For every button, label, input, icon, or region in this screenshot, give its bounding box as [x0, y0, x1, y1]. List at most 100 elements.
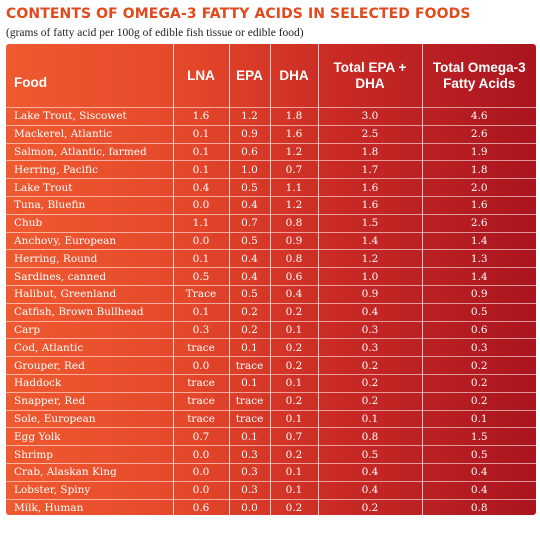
- cell-total-epa-dha: 0.2: [317, 498, 422, 517]
- cell-total-omega3: 0.5: [421, 445, 536, 464]
- cell-lna: 0.3: [172, 320, 229, 339]
- cell-dha: 0.0: [269, 516, 318, 535]
- cell-lna: 0.1: [172, 142, 229, 161]
- table-header: Food LNA EPA DHA Total EPA + DHA Total O…: [6, 44, 536, 108]
- cell-dha: 0.1: [269, 462, 318, 482]
- cell-total-omega3: 1.3: [421, 249, 536, 268]
- cell-total-omega3: 1.9: [421, 142, 536, 161]
- cell-total-omega3: 0.5: [421, 302, 536, 322]
- cell-total-epa-dha: 1.7: [317, 160, 422, 179]
- cell-dha: 1.2: [269, 195, 318, 215]
- cell-food: Chub: [6, 213, 173, 233]
- cell-food: Snapper, Red: [6, 391, 173, 411]
- cell-food: Mackerel, Atlantic: [6, 124, 173, 144]
- cell-epa: 0.4: [228, 195, 270, 215]
- table-row: Sole, European trace trace 0.1 0.1 0.1: [6, 409, 536, 428]
- table-row: Tuna, Bluefin 0.0 0.4 1.2 1.6 1.6: [6, 195, 536, 215]
- cell-lna: 0.7: [172, 427, 229, 446]
- cell-lna: 0.0: [172, 356, 229, 375]
- cell-food: Haddock: [6, 373, 173, 393]
- cell-dha: 0.2: [269, 498, 318, 517]
- cell-dha: 0.9: [269, 231, 318, 250]
- table-row: Egg Yolk 0.7 0.1 0.7 0.8 1.5: [6, 427, 536, 446]
- table-row: Shrimp 0.0 0.3 0.2 0.5 0.5: [6, 445, 536, 464]
- cell-food: Walnut: [6, 516, 173, 535]
- table-row: Haddock trace 0.1 0.1 0.2 0.2: [6, 373, 536, 393]
- cell-total-epa-dha: 1.6: [317, 178, 422, 197]
- table-row: Grouper, Red 0.0 trace 0.2 0.2 0.2: [6, 356, 536, 375]
- table-row: Herring, Pacific 0.1 1.0 0.7 1.7 1.8: [6, 160, 536, 179]
- cell-dha: 0.2: [269, 356, 318, 375]
- cell-epa: 0.0: [228, 498, 270, 517]
- cell-lna: 1.1: [172, 213, 229, 233]
- cell-total-omega3: 1.4: [421, 231, 536, 250]
- cell-lna: 0.0: [172, 462, 229, 482]
- cell-total-omega3: 0.4: [421, 480, 536, 500]
- cell-lna: 0.0: [172, 445, 229, 464]
- table-body: Lake Trout, Siscowet 1.6 1.2 1.8 3.0 4.6 Macke…: [6, 107, 536, 552]
- cell-total-epa-dha: 0.9: [317, 284, 422, 304]
- header-row: Food LNA EPA DHA Total EPA + DHA Total O…: [6, 44, 536, 108]
- cell-total-omega3: 0.9: [421, 284, 536, 304]
- cell-epa: 0.5: [228, 231, 270, 250]
- cell-epa: 0.1: [228, 427, 270, 446]
- cell-lna: 0.0: [172, 195, 229, 215]
- cell-total-omega3: 1.5: [421, 427, 536, 446]
- cell-food: Tuna, Bluefin: [6, 195, 173, 215]
- page-subtitle: (grams of fatty acid per 100g of edible …: [6, 27, 304, 39]
- cell-epa: 0.0: [228, 534, 270, 552]
- table-row: Catfish, Brown Bullhead 0.1 0.2 0.2 0.4 0.5: [6, 302, 536, 322]
- header-total-omega3-line2: Fatty Acids: [443, 75, 516, 91]
- cell-epa: trace: [228, 391, 270, 411]
- cell-lna: 22.8: [172, 534, 229, 552]
- cell-food: Sardines, canned: [6, 267, 173, 286]
- cell-lna: trace: [172, 391, 229, 411]
- header-total-epa-dha-line1: Total EPA +: [333, 59, 407, 75]
- cell-epa: 0.7: [228, 213, 270, 233]
- header-dha: DHA: [269, 44, 318, 108]
- cell-epa: 0.4: [228, 267, 270, 286]
- cell-food: Lake Trout, Siscowet: [6, 107, 173, 126]
- cell-epa: 0.0: [228, 516, 270, 535]
- cell-total-epa-dha: 0.3: [317, 338, 422, 357]
- cell-food: Cod, Atlantic: [6, 338, 173, 357]
- cell-lna: 0.1: [172, 124, 229, 144]
- cell-total-epa-dha: 0.0: [317, 534, 422, 552]
- cell-total-omega3: 10.4: [421, 516, 536, 535]
- cell-total-epa-dha: 0.8: [317, 427, 422, 446]
- cell-lna: Trace: [172, 284, 229, 304]
- cell-epa: 0.1: [228, 373, 270, 393]
- header-total-epa-dha-line2: DHA: [355, 75, 385, 91]
- cell-total-omega3: 0.3: [421, 338, 536, 357]
- cell-dha: 1.6: [269, 124, 318, 144]
- header-total-epa-dha: Total EPA + DHA: [317, 44, 422, 108]
- cell-food: Salmon, Atlantic, farmed: [6, 142, 173, 161]
- cell-total-epa-dha: 0.3: [317, 320, 422, 339]
- cell-epa: 0.2: [228, 320, 270, 339]
- cell-lna: 0.1: [172, 249, 229, 268]
- table-row: Sardines, canned 0.5 0.4 0.6 1.0 1.4: [6, 267, 536, 286]
- cell-dha: 0.6: [269, 267, 318, 286]
- cell-food: Halibut, Greenland: [6, 284, 173, 304]
- table-row: Lake Trout 0.4 0.5 1.1 1.6 2.0: [6, 178, 536, 197]
- cell-food: Anchovy, European: [6, 231, 173, 250]
- table-row: Mackerel, Atlantic 0.1 0.9 1.6 2.5 2.6: [6, 124, 536, 144]
- omega3-table: Food LNA EPA DHA Total EPA + DHA Total O…: [6, 44, 536, 552]
- table-row: Cod, Atlantic trace 0.1 0.2 0.3 0.3: [6, 338, 536, 357]
- cell-food: Catfish, Brown Bullhead: [6, 302, 173, 322]
- cell-total-epa-dha: 0.2: [317, 391, 422, 411]
- cell-total-epa-dha: 1.2: [317, 249, 422, 268]
- table-row: Lake Trout, Siscowet 1.6 1.2 1.8 3.0 4.6: [6, 107, 536, 126]
- cell-food: Sole, European: [6, 409, 173, 428]
- header-total-omega3-line1: Total Omega-3: [432, 59, 526, 75]
- cell-lna: 10.4: [172, 516, 229, 535]
- cell-lna: 0.4: [172, 178, 229, 197]
- cell-food: Lobster, Spiny: [6, 480, 173, 500]
- cell-total-omega3: 2.6: [421, 124, 536, 144]
- cell-lna: 0.1: [172, 160, 229, 179]
- header-total-omega3: Total Omega-3 Fatty Acids: [421, 44, 536, 108]
- cell-total-omega3: 1.8: [421, 160, 536, 179]
- cell-total-omega3: 0.2: [421, 373, 536, 393]
- cell-total-epa-dha: 1.5: [317, 213, 422, 233]
- cell-food: Egg Yolk: [6, 427, 173, 446]
